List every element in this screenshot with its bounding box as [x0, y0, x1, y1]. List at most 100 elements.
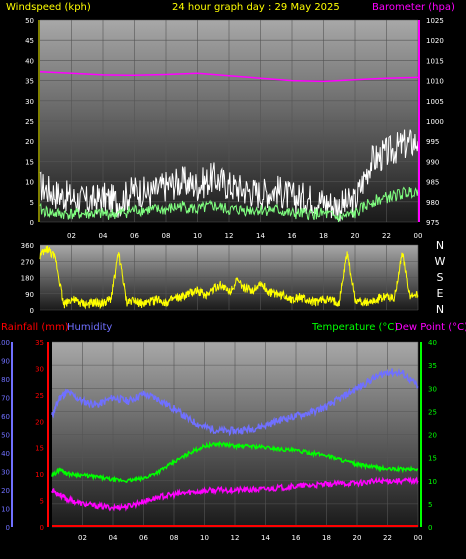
humidity-tick-label: 30	[1, 469, 10, 477]
wind-x-tick-label: 00	[414, 232, 423, 240]
dewpoint-line	[51, 476, 419, 512]
temperature-tick-label: 10	[428, 478, 437, 486]
temperature-tick-label: 35	[428, 362, 437, 370]
rainfall-label: Rainfall (mm)	[1, 322, 69, 333]
rainfall-tick-label: 15	[35, 445, 44, 453]
direction-series	[39, 245, 419, 310]
temp-x-tick-label: 22	[383, 534, 392, 542]
temperature-tick-label: 0	[428, 524, 432, 532]
rainfall-tick-label: 30	[35, 365, 44, 373]
humidity-tick-label: 100	[0, 339, 10, 347]
wind-x-tick-label: 22	[382, 232, 391, 240]
wind-tick-label: 35	[25, 78, 34, 86]
humidity-tick-label: 20	[1, 487, 10, 495]
temperature-tick-label: 25	[428, 408, 437, 416]
wind-tick-label: 25	[25, 118, 34, 126]
compass-label: N	[436, 239, 444, 252]
barometer-tick-label: 1010	[426, 78, 444, 86]
rainfall-tick-label: 35	[35, 339, 44, 347]
rainfall-tick-label: 0	[40, 524, 44, 532]
wind-tick-label: 30	[25, 98, 34, 106]
rainfall-tick-label: 20	[35, 418, 44, 426]
barometer-tick-label: 1000	[426, 118, 444, 126]
wind-average-line	[39, 186, 419, 223]
humidity-tick-label: 50	[1, 432, 10, 440]
wind-x-tick-label: 10	[193, 232, 202, 240]
wind-panel-grid	[40, 19, 419, 223]
direction-tick-label: 180	[21, 275, 34, 283]
temperature-axis-ticks: 0 5 10 15 20 25 30 35 40	[428, 339, 437, 532]
temp-x-tick-label: 10	[200, 534, 209, 542]
compass-label: W	[435, 255, 446, 268]
dewpoint-label: Dew Point (°C)	[395, 322, 466, 333]
barometer-line	[39, 70, 419, 83]
direction-tick-label: 0	[30, 307, 34, 315]
temp-x-tick-label: 00	[414, 534, 423, 542]
wind-direction-line	[39, 245, 419, 310]
temp-x-tick-label: 16	[292, 534, 301, 542]
humidity-tick-label: 90	[1, 358, 10, 366]
direction-tick-label: 360	[21, 242, 34, 250]
barometer-tick-label: 1020	[426, 37, 444, 45]
graph-title: 24 hour graph day : 29 May 2025	[172, 2, 340, 13]
barometer-tick-label: 1005	[426, 98, 444, 106]
wind-x-tick-label: 14	[256, 232, 265, 240]
wind-tick-label: 10	[25, 179, 34, 187]
wind-tick-label: 40	[25, 57, 34, 65]
wind-tick-label: 20	[25, 138, 34, 146]
temp-x-tick-label: 14	[261, 534, 270, 542]
humidity-tick-label: 40	[1, 450, 10, 458]
temp-x-tick-label: 12	[231, 534, 240, 542]
temp-x-tick-label: 02	[78, 534, 87, 542]
humidity-tick-label: 80	[1, 376, 10, 384]
temperature-tick-label: 30	[428, 385, 437, 393]
wind-tick-label: 15	[25, 158, 34, 166]
wind-x-tick-label: 04	[99, 232, 108, 240]
direction-tick-label: 270	[21, 258, 34, 266]
temp-x-tick-label: 20	[353, 534, 362, 542]
temp-x-ticks: 02 04 06 08 10 12 14 16 18 20 22 00	[78, 534, 422, 542]
wind-tick-label: 0	[30, 219, 34, 227]
wind-x-tick-label: 02	[67, 232, 76, 240]
compass-label: N	[436, 303, 444, 316]
humidity-tick-label: 10	[1, 506, 10, 514]
temperature-tick-label: 40	[428, 339, 437, 347]
temp-x-tick-label: 06	[139, 534, 148, 542]
humidity-tick-label: 0	[6, 524, 10, 532]
humidity-tick-label: 70	[1, 395, 10, 403]
barometer-tick-label: 975	[426, 219, 439, 227]
humidity-axis-ticks: 0 10 20 30 40 50 60 70 80 90 100	[0, 339, 10, 532]
temperature-tick-label: 5	[428, 501, 432, 509]
wind-series	[39, 70, 419, 223]
temp-x-tick-label: 04	[109, 534, 118, 542]
wind-x-tick-label: 08	[162, 232, 171, 240]
rainfall-tick-label: 25	[35, 392, 44, 400]
wind-tick-label: 45	[25, 37, 34, 45]
wind-x-ticks: 02 04 06 08 10 12 14 16 18 20 22 00	[67, 232, 422, 240]
humidity-tick-label: 60	[1, 413, 10, 421]
temp-series	[51, 367, 419, 527]
temperature-tick-label: 15	[428, 455, 437, 463]
temperature-line	[51, 440, 419, 484]
wind-tick-label: 5	[30, 199, 34, 207]
rainfall-tick-label: 5	[40, 498, 44, 506]
rainfall-axis-ticks: 0 5 10 15 20 25 30 35	[35, 339, 44, 532]
humidity-label: Humidity	[67, 322, 112, 333]
barometer-axis-ticks: 975 980 985 990 995 1000 1005 1010 1015 1020 1025	[426, 17, 444, 227]
direction-tick-label: 90	[25, 291, 34, 299]
barometer-tick-label: 980	[426, 199, 439, 207]
barometer-label: Barometer (hpa)	[372, 2, 455, 13]
wind-x-tick-label: 06	[130, 232, 139, 240]
wind-axis-ticks: 0 5 10 15 20 25 30 35 40 45 50	[25, 17, 34, 227]
wind-gust-line	[39, 129, 419, 222]
wind-x-tick-label: 16	[288, 232, 297, 240]
wind-x-tick-label: 12	[225, 232, 234, 240]
humidity-line	[51, 367, 419, 437]
temperature-tick-label: 20	[428, 432, 437, 440]
rainfall-tick-label: 10	[35, 471, 44, 479]
barometer-tick-label: 1015	[426, 57, 444, 65]
barometer-tick-label: 985	[426, 179, 439, 187]
compass-label: E	[437, 287, 444, 300]
